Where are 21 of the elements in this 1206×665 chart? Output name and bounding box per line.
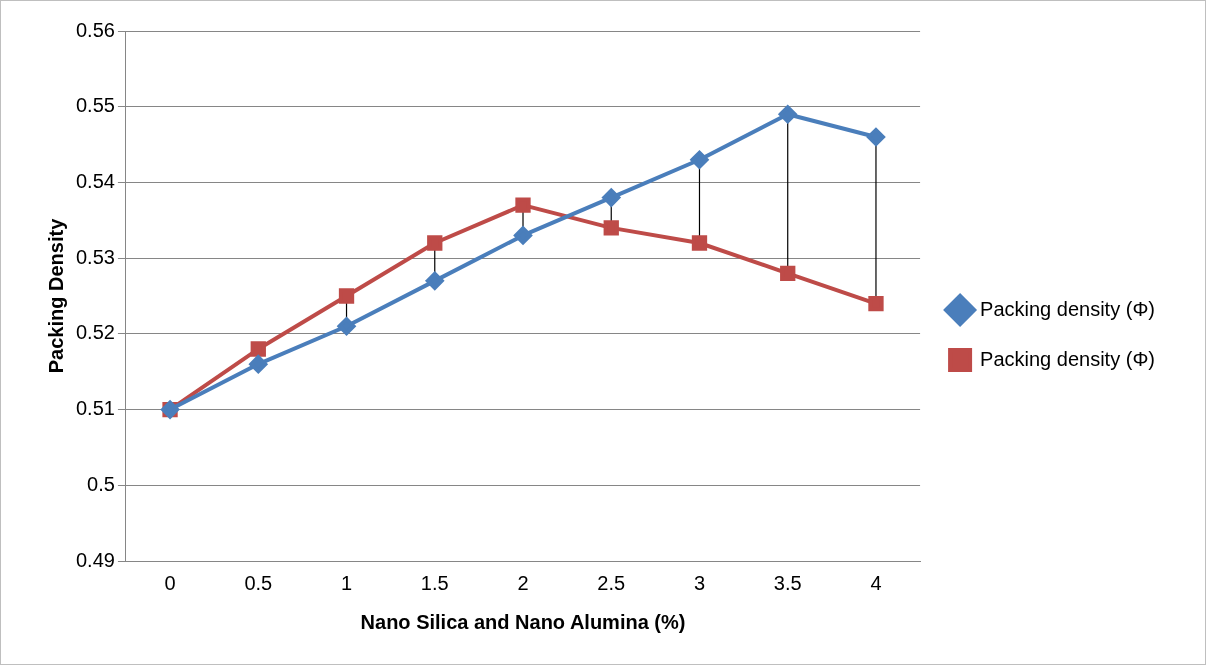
x-tick-label: 3.5: [773, 571, 802, 594]
y-tick-label: 0.53: [75, 245, 115, 268]
y-tick-label: 0.5: [87, 472, 115, 495]
y-tick-label: 0.49: [75, 548, 115, 571]
y-tick-label: 0.55: [75, 94, 115, 117]
x-tick-label: 2: [517, 571, 529, 594]
x-axis-title: Nano Silica and Nano Alumina (%): [360, 610, 686, 633]
x-tick-label: 1.5: [420, 571, 449, 594]
legend-label: Packing density (Φ): [980, 347, 1156, 370]
y-tick-label: 0.54: [75, 169, 115, 192]
x-tick-label: 0.5: [244, 571, 273, 594]
x-tick-label: 0: [164, 571, 176, 594]
x-tick-label: 2.5: [597, 571, 626, 594]
x-tick-label: 1: [340, 571, 353, 594]
y-tick-label: 0.51: [75, 397, 115, 420]
y-axis-title: Packing Density: [44, 217, 67, 374]
legend-label: Packing density (Φ): [980, 297, 1156, 320]
x-tick-label: 4: [870, 571, 882, 594]
y-tick-label: 0.52: [75, 321, 115, 344]
y-tick-label: 0.56: [75, 18, 115, 41]
x-tick-label: 3: [693, 571, 706, 594]
